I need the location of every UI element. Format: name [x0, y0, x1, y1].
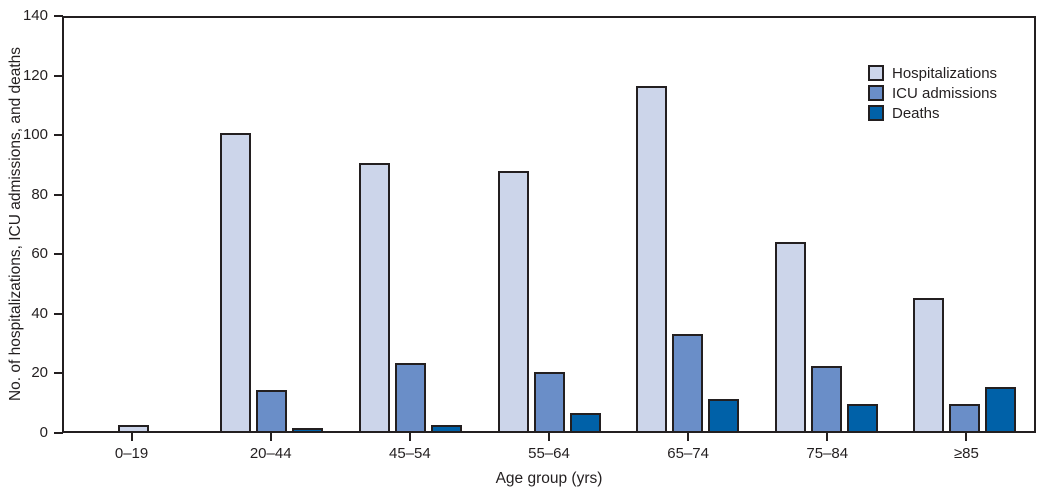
legend-item: ICU admissions	[868, 84, 998, 102]
legend-item: Deaths	[868, 104, 997, 122]
bar-icu-admissions	[394, 363, 426, 431]
y-axis: 0 20 40 60 80 100 120 140	[0, 7, 63, 441]
y-tick-label: 20	[31, 364, 48, 382]
x-axis-cell: 0–19	[62, 433, 201, 467]
legend-label: Hospitalizations	[892, 64, 998, 82]
x-axis-cell: 55–64	[479, 433, 618, 467]
y-tick-label: 140	[22, 7, 48, 24]
plot-area: Hospitalizations ICU admissions Deaths	[62, 16, 1036, 433]
y-tick-label: 60	[31, 245, 48, 263]
x-tick-label: 20–44	[249, 445, 292, 462]
bar-icu-admissions	[256, 389, 288, 431]
x-tick-mark	[826, 433, 829, 441]
x-axis-cell: 45–54	[340, 433, 479, 467]
bar-deaths	[708, 398, 740, 431]
x-tick-mark	[687, 433, 690, 441]
bar-icu-admissions	[672, 333, 704, 431]
x-tick-label: 45–54	[388, 445, 431, 462]
bar-deaths	[430, 425, 462, 431]
bar-group	[757, 18, 896, 431]
y-tick-label: 100	[22, 126, 48, 144]
bar-hospitalizations	[497, 171, 529, 431]
legend-item: Hospitalizations	[868, 64, 998, 82]
y-tick-label: 40	[31, 304, 48, 322]
legend: Hospitalizations ICU admissions Deaths	[868, 64, 998, 122]
bar-deaths	[985, 386, 1017, 431]
legend-swatch	[868, 85, 884, 101]
legend-label: ICU admissions	[892, 84, 998, 102]
bar-icu-admissions	[810, 366, 842, 431]
y-tick-mark	[54, 74, 63, 77]
y-tick-mark	[54, 372, 63, 375]
bar-group	[64, 18, 203, 431]
bar-group	[203, 18, 342, 431]
bar-group	[341, 18, 480, 431]
y-tick-mark	[54, 15, 63, 17]
bar-hospitalizations	[358, 162, 390, 431]
bar-hospitalizations	[636, 85, 668, 431]
x-tick-label: 65–74	[667, 445, 709, 462]
x-tick-mark	[547, 433, 550, 441]
x-axis: 0–19 20–44 45–54 55–64 65–74 75–84 ≥85	[62, 433, 1036, 467]
x-tick-label: 75–84	[806, 445, 849, 462]
x-axis-cell: 75–84	[758, 433, 897, 467]
x-tick-label: 0–19	[114, 445, 149, 462]
bar-group	[618, 18, 757, 431]
legend-swatch	[868, 65, 884, 81]
bar-hospitalizations	[220, 133, 252, 431]
x-axis-title: Age group (yrs)	[495, 470, 603, 487]
x-axis-cell: 20–44	[201, 433, 340, 467]
x-tick-label: 55–64	[528, 445, 570, 462]
x-tick-mark	[965, 433, 968, 441]
bar-deaths	[846, 404, 878, 431]
y-tick-mark	[54, 312, 63, 315]
bar-group	[895, 18, 1034, 431]
bar-hospitalizations	[774, 242, 806, 431]
x-tick-mark	[408, 433, 411, 441]
legend-swatch	[868, 105, 884, 121]
y-tick-mark	[54, 253, 63, 256]
legend-label: Deaths	[892, 104, 940, 122]
bar-hospitalizations	[117, 425, 149, 431]
bar-group	[480, 18, 619, 431]
x-tick-mark	[269, 433, 272, 441]
y-tick-label: 80	[31, 185, 48, 203]
bar-deaths	[292, 428, 324, 431]
x-tick-label: ≥85	[953, 445, 979, 462]
bar-icu-admissions	[533, 372, 565, 431]
y-tick-mark	[54, 134, 63, 137]
x-tick-mark	[130, 433, 133, 441]
bar-deaths	[569, 413, 601, 431]
bar-hospitalizations	[913, 298, 945, 431]
x-axis-cell: ≥85	[897, 433, 1036, 467]
y-tick-mark	[54, 193, 63, 196]
bar-groups	[64, 18, 1034, 431]
bar-icu-admissions	[949, 404, 981, 431]
y-tick-label: 120	[22, 66, 48, 84]
x-axis-cell: 65–74	[619, 433, 758, 467]
y-tick-mark	[54, 432, 63, 434]
y-tick-label: 0	[39, 424, 48, 441]
